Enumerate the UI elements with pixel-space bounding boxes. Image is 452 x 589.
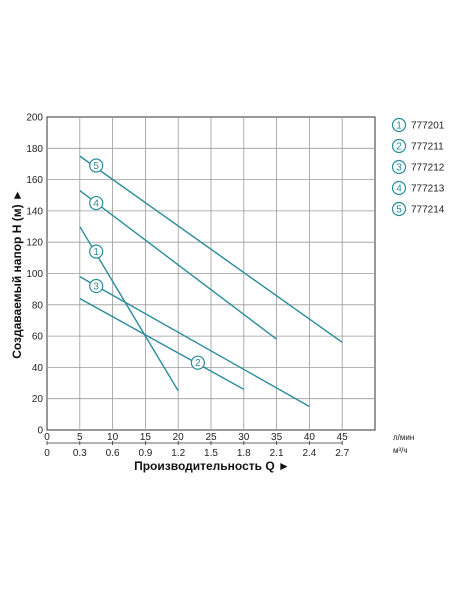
series-marker-number: 1 <box>93 247 99 258</box>
x-tick-label-secondary: 0 <box>44 448 50 459</box>
x-axis-title: Производительность Q ► <box>134 459 290 473</box>
legend-marker-number: 2 <box>396 142 402 153</box>
x-tick-label-primary: 0 <box>44 432 50 443</box>
x-tick-label-secondary: 2.4 <box>302 448 316 459</box>
y-tick-label: 200 <box>26 113 43 124</box>
series-marker-number: 5 <box>93 161 99 172</box>
axes <box>46 441 343 445</box>
y-tick-label: 100 <box>26 269 43 280</box>
y-tick-label: 160 <box>26 175 43 186</box>
series-marker-circle <box>89 278 104 294</box>
legend-marker-number: 4 <box>396 184 402 195</box>
series-markers: 1 2 3 4 5 <box>89 158 205 370</box>
x-tick-label-secondary: 0.3 <box>73 448 87 459</box>
legend-marker-number: 3 <box>396 163 402 174</box>
x-tick-label-secondary: 1.2 <box>171 448 185 459</box>
series-line-777212 <box>79 276 310 408</box>
y-tick-label: 180 <box>26 144 43 155</box>
series-line-777213 <box>79 189 278 340</box>
y-tick-label: 120 <box>26 238 43 249</box>
x-tick-label-secondary: 1.8 <box>237 448 251 459</box>
legend-marker-circle <box>391 201 407 217</box>
series-marker-circle <box>89 158 104 173</box>
series-marker-circle <box>89 195 104 211</box>
y-tick-label: 40 <box>32 363 44 374</box>
x-tick-label-primary: 15 <box>140 432 152 443</box>
x-tick-label-secondary: 0.6 <box>106 448 120 459</box>
x-tick-label-primary: 25 <box>205 432 217 443</box>
x-tick-label-secondary: 0.9 <box>138 448 152 459</box>
y-axis-title: Создаваемый напор H (м) ► <box>10 189 24 359</box>
series-marker-circle <box>89 244 104 259</box>
legend-label: 777211 <box>411 142 444 153</box>
x-tick-label-primary: 45 <box>337 432 349 443</box>
legend-label: 777214 <box>411 205 445 216</box>
legend-marker-circle <box>391 180 407 196</box>
legend-label: 777212 <box>411 163 445 174</box>
y-tick-label: 80 <box>32 300 44 311</box>
series-marker-number: 2 <box>195 358 201 369</box>
x-tick-label-primary: 30 <box>238 432 250 443</box>
x-unit-secondary: м³/ч <box>393 446 408 455</box>
x-tick-label-primary: 40 <box>304 432 316 443</box>
y-tick-label: 140 <box>26 206 43 217</box>
legend-marker-circle <box>391 117 407 133</box>
legend-marker-circle <box>391 138 407 154</box>
legend: 1 777201 2 777211 3 777212 4 777213 5 777214 <box>391 117 445 217</box>
y-tick-label: 20 <box>32 394 44 405</box>
legend-label: 777213 <box>411 184 445 195</box>
x-tick-label-primary: 10 <box>107 432 119 443</box>
x-tick-label-primary: 35 <box>271 432 283 443</box>
y-tick-label: 0 <box>37 426 43 437</box>
legend-marker-number: 1 <box>396 121 402 132</box>
series-marker-number: 4 <box>93 199 99 210</box>
legend-label: 777201 <box>411 121 445 132</box>
y-tick-label: 60 <box>32 332 44 343</box>
x-tick-label-secondary: 1.5 <box>204 448 218 459</box>
x-tick-label-secondary: 2.1 <box>270 448 284 459</box>
series-line-777211 <box>79 297 245 390</box>
x-tick-label-secondary: 2.7 <box>335 448 349 459</box>
x-unit-primary: л/мин <box>393 433 414 442</box>
series-marker-number: 3 <box>93 282 99 293</box>
legend-marker-number: 5 <box>396 205 402 216</box>
series-marker-circle <box>190 355 205 370</box>
legend-marker-circle <box>391 159 407 175</box>
x-tick-label-primary: 5 <box>77 432 83 443</box>
series-line-777214 <box>79 155 343 343</box>
x-tick-label-primary: 20 <box>173 432 185 443</box>
